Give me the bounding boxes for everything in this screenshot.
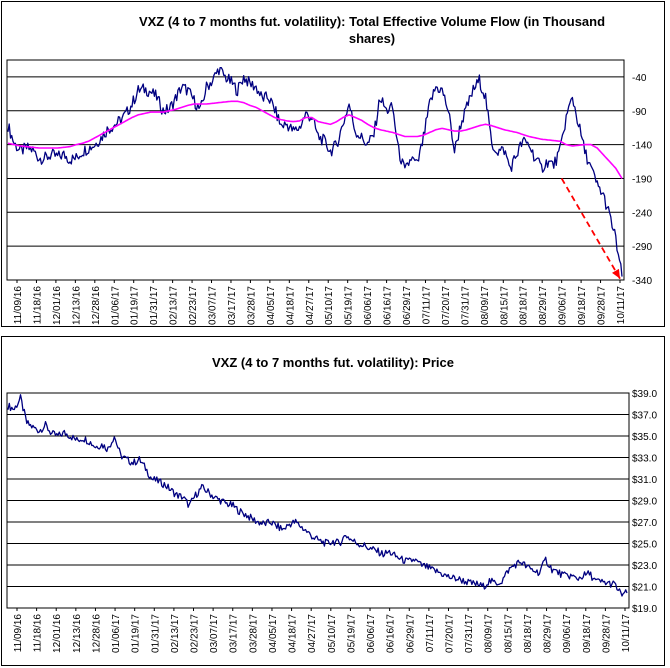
x-tick-label: 09/06/17 [562, 614, 573, 653]
y-tick-label: -190 [632, 174, 652, 185]
x-tick-label: 09/28/17 [601, 614, 612, 653]
y-tick-label: $23.0 [632, 561, 657, 572]
x-tick-label: 02/13/17 [169, 286, 180, 325]
x-tick-label: 02/23/17 [188, 286, 199, 325]
x-tick-label: 02/23/17 [190, 614, 201, 653]
series-line-price [7, 394, 628, 597]
y-tick-label: $35.0 [632, 432, 657, 443]
x-tick-label: 02/13/17 [170, 614, 181, 653]
plot-area [6, 59, 625, 281]
volume-flow-chart-panel: VXZ (4 to 7 months fut. volatility): Tot… [1, 1, 665, 327]
x-tick-label: 08/18/17 [519, 286, 530, 325]
x-tick-label: 01/19/17 [130, 286, 141, 325]
x-tick-label: 09/06/17 [558, 286, 569, 325]
x-tick-label: 07/31/17 [464, 614, 475, 653]
y-tick-label: -240 [632, 208, 652, 219]
x-tick-label: 07/31/17 [460, 286, 471, 325]
price-chart-panel: VXZ (4 to 7 months fut. volatility): Pri… [1, 336, 665, 666]
x-tick-label: 06/29/17 [405, 614, 416, 653]
x-tick-label: 01/06/17 [111, 614, 122, 653]
volume-flow-chart: -40 -90 -140 -190 -240 -290 -340 11/09/16 11/18/… [6, 59, 652, 325]
x-tick-label: 05/10/17 [324, 286, 335, 325]
y-tick-label: $31.0 [632, 475, 657, 486]
x-tick-label: 08/09/17 [480, 286, 491, 325]
x-tick-label: 05/19/17 [346, 614, 357, 653]
y-tick-label: -90 [632, 107, 647, 118]
x-tick-label: 12/28/16 [91, 286, 102, 325]
x-tick-label: 04/27/17 [307, 614, 318, 653]
y-tick-label: $37.0 [632, 411, 657, 422]
x-tick-label: 01/19/17 [131, 614, 142, 653]
trend-arrow-head [612, 268, 620, 279]
x-tick-label: 03/07/17 [208, 286, 219, 325]
y-tick-label: $19.0 [632, 604, 657, 615]
chart-title: VXZ (4 to 7 months fut. volatility): Tot… [138, 14, 606, 46]
y-tick-label: -40 [632, 73, 647, 84]
x-tick-label: 07/11/17 [421, 286, 432, 325]
x-tick-label: 04/05/17 [268, 614, 279, 653]
x-tick-label: 08/15/17 [503, 614, 514, 653]
x-tick-label: 12/01/16 [52, 614, 63, 653]
price-chart: $19.0 $21.0 $23.0 $25.0 $27.0 $29.0 $31.0 $33.0… [6, 389, 657, 653]
x-tick-label: 04/27/17 [305, 286, 316, 325]
y-tick-label: $25.0 [632, 540, 657, 551]
x-tick-label: 04/18/17 [285, 286, 296, 325]
x-tick-label: 06/16/17 [386, 614, 397, 653]
x-tick-label: 10/11/17 [616, 286, 627, 325]
x-tick-label: 07/20/17 [444, 614, 455, 653]
x-tick-label: 05/10/17 [327, 614, 338, 653]
x-tick-label: 03/28/17 [248, 614, 259, 653]
x-tick-label: 06/16/17 [383, 286, 394, 325]
x-tick-label: 05/19/17 [344, 286, 355, 325]
x-tick-label: 12/13/16 [72, 614, 83, 653]
series-line-flow [7, 66, 623, 277]
x-tick-label: 03/17/17 [229, 614, 240, 653]
x-tick-label: 08/18/17 [523, 614, 534, 653]
x-tick-label: 01/31/17 [149, 286, 160, 325]
x-tick-label: 04/18/17 [288, 614, 299, 653]
x-tick-label: 03/17/17 [227, 286, 238, 325]
x-tick-label: 11/18/16 [32, 286, 43, 325]
x-tick-label: 12/28/16 [91, 614, 102, 653]
x-tick-label: 08/29/17 [538, 286, 549, 325]
x-tick-label: 06/06/17 [366, 614, 377, 653]
y-tick-label: $33.0 [632, 454, 657, 465]
x-tick-label: 03/07/17 [209, 614, 220, 653]
y-tick-label: $27.0 [632, 518, 657, 529]
x-tick-label: 01/06/17 [110, 286, 121, 325]
x-tick-label: 09/28/17 [597, 286, 608, 325]
x-tick-label: 12/13/16 [71, 286, 82, 325]
x-tick-label: 08/29/17 [543, 614, 554, 653]
x-tick-label: 11/18/16 [33, 614, 44, 653]
y-tick-label: $21.0 [632, 583, 657, 594]
x-tick-label: 09/18/17 [582, 614, 593, 653]
y-tick-label: $39.0 [632, 389, 657, 400]
y-tick-label: $29.0 [632, 497, 657, 508]
x-tick-label: 08/15/17 [499, 286, 510, 325]
x-tick-label: 12/01/16 [52, 286, 63, 325]
series-line-trend [7, 100, 623, 179]
y-tick-label: -140 [632, 141, 652, 152]
x-tick-label: 04/05/17 [266, 286, 277, 325]
x-tick-label: 06/29/17 [402, 286, 413, 325]
x-tick-label: 06/06/17 [363, 286, 374, 325]
x-tick-label: 11/09/16 [13, 614, 24, 653]
x-tick-label: 10/11/17 [621, 614, 632, 653]
chart-title: VXZ (4 to 7 months fut. volatility): Pri… [212, 355, 454, 370]
x-tick-label: 07/20/17 [441, 286, 452, 325]
x-tick-label: 03/28/17 [246, 286, 257, 325]
y-tick-label: -290 [632, 242, 652, 253]
x-tick-label: 09/18/17 [577, 286, 588, 325]
x-tick-label: 11/09/16 [13, 286, 24, 325]
x-tick-label: 08/09/17 [484, 614, 495, 653]
y-tick-label: -340 [632, 276, 652, 287]
x-tick-label: 01/31/17 [150, 614, 161, 653]
x-tick-label: 07/11/17 [425, 614, 436, 653]
